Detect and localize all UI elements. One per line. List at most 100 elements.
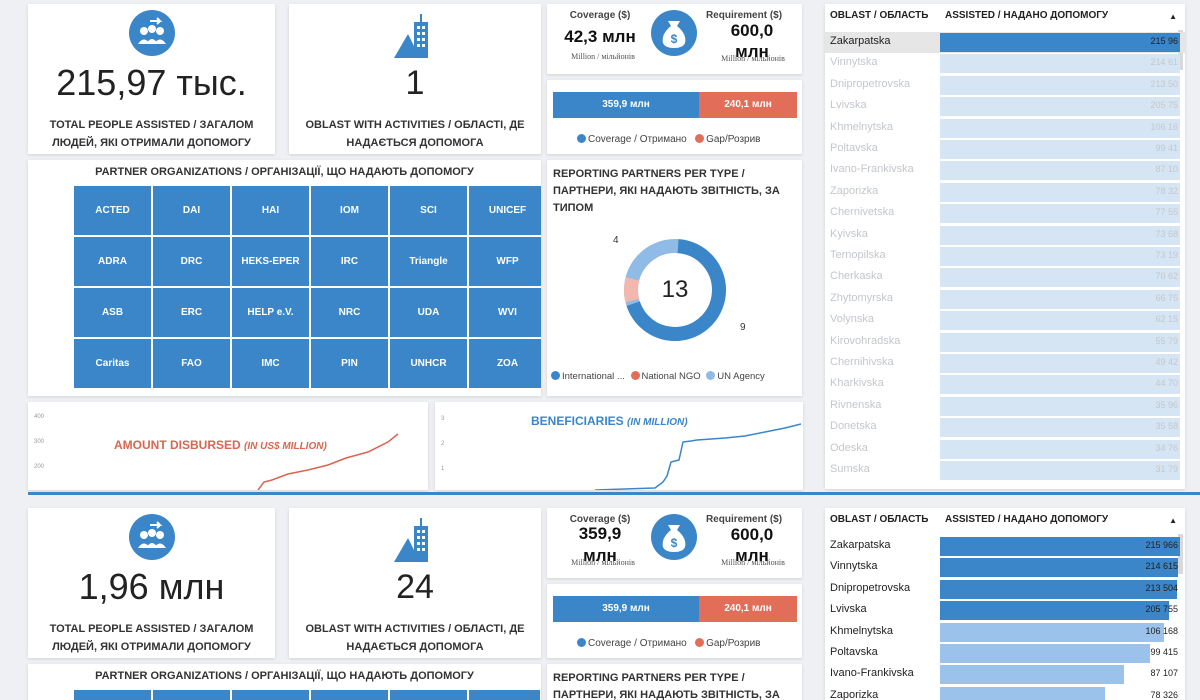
- table-row[interactable]: Ivano-Frankivska 87 10: [825, 160, 1185, 181]
- partner-tile[interactable]: WVI: [469, 288, 541, 337]
- gap-legend-dot: [695, 134, 705, 143]
- sort-arrow-icon[interactable]: ▲: [1169, 516, 1177, 525]
- table-row[interactable]: Volynska 62 15: [825, 310, 1185, 331]
- table-row[interactable]: Ivano-Frankivska 87 107: [825, 664, 1185, 685]
- partners-card: PARTNER ORGANIZATIONS / ОРГАНІЗАЦІЇ, ЩО …: [28, 160, 541, 396]
- table-row[interactable]: Dnipropetrovska 213 50: [825, 75, 1185, 96]
- partners-card-2: PARTNER ORGANIZATIONS / ОРГАНІЗАЦІЇ, ЩО …: [28, 664, 541, 700]
- assisted-value: 215 966: [1145, 540, 1178, 550]
- assisted-bar: [940, 161, 1180, 181]
- assisted-bar: [940, 33, 1180, 52]
- partner-tile[interactable]: HELP e.V.: [232, 288, 309, 337]
- partner-tile[interactable]: Caritas: [74, 339, 151, 388]
- oblast-name: Vinnytska: [830, 560, 878, 573]
- oblast-name: Cherkaska: [830, 270, 883, 283]
- table-row[interactable]: Chernihivska 49 42: [825, 353, 1185, 374]
- oblast-name: Chernivetska: [830, 206, 895, 219]
- funding-covered-bar[interactable]: 359,9 млн: [553, 596, 699, 622]
- table-row[interactable]: Zhytomyrska 66 75: [825, 289, 1185, 310]
- disbursed-tick: 400: [34, 414, 45, 420]
- table-row[interactable]: Cherkaska 70 62: [825, 267, 1185, 288]
- assisted-value: 73 68: [1155, 228, 1178, 239]
- table-row[interactable]: Lvivska 205 755: [825, 600, 1185, 621]
- assisted-value: 215 96: [1150, 36, 1178, 46]
- partner-tile[interactable]: IOM: [311, 186, 388, 235]
- table-row[interactable]: Lvivska 205 75: [825, 96, 1185, 117]
- partner-tile[interactable]: ZOA: [469, 339, 541, 388]
- table-row[interactable]: Poltavska 99 415: [825, 643, 1185, 664]
- assisted-column-header[interactable]: ASSISTED / НАДАНО ДОПОМОГУ: [945, 514, 1109, 525]
- partner-tile[interactable]: HEKS-EPER: [232, 237, 309, 286]
- funding-gap-bar[interactable]: 240,1 млн: [699, 92, 797, 118]
- table-row[interactable]: Khmelnytska 106 16: [825, 118, 1185, 139]
- table-row[interactable]: Zaporizka 78 32: [825, 182, 1185, 203]
- funding-card: Coverage ($) 42,3 млн Million / мільйоні…: [547, 4, 802, 74]
- partner-tile[interactable]: UNHCR: [390, 339, 467, 388]
- table-row[interactable]: Vinnytska 214 61: [825, 53, 1185, 74]
- table-row[interactable]: Sumska 31 79: [825, 460, 1185, 481]
- table-row[interactable]: Kirovohradska 55 79: [825, 332, 1185, 353]
- partner-tile[interactable]: UNICEF: [469, 186, 541, 235]
- table-row[interactable]: Dnipropetrovska 213 504: [825, 579, 1185, 600]
- partner-tile[interactable]: Triangle: [390, 237, 467, 286]
- table-row[interactable]: Zakarpatska 215 96: [825, 32, 1185, 53]
- table-row[interactable]: Kyivska 73 68: [825, 225, 1185, 246]
- oblasts-caption-1: OBLAST WITH ACTIVITIES / ОБЛАСТІ, ДЕ: [305, 119, 525, 131]
- assisted-column-header[interactable]: ASSISTED / НАДАНО ДОПОМОГУ: [945, 10, 1109, 21]
- partner-tile[interactable]: SCI: [390, 186, 467, 235]
- partner-tile[interactable]: ASB: [74, 288, 151, 337]
- partner-tile[interactable]: ADRA: [74, 237, 151, 286]
- assisted-value: 35 96: [1155, 399, 1178, 410]
- beneficiaries-title-text: BENEFICIARIES: [531, 414, 624, 428]
- table-row[interactable]: Odeska 34 76: [825, 439, 1185, 460]
- partner-tile[interactable]: WFP: [469, 237, 541, 286]
- donut-center-value: 13: [661, 276, 689, 303]
- assisted-bar: [940, 686, 1106, 700]
- assisted-value: 49 42: [1155, 357, 1178, 367]
- requirement-sub: Million / мільйонів: [721, 54, 785, 63]
- sort-arrow-icon[interactable]: ▲: [1169, 12, 1177, 21]
- table-row[interactable]: Zakarpatska 215 966: [825, 536, 1185, 557]
- oblast-column-header[interactable]: OBLAST / ОБЛАСТЬ: [830, 10, 929, 21]
- partner-tile[interactable]: UDA: [390, 288, 467, 337]
- funding-covered-bar[interactable]: 359,9 млн: [553, 92, 699, 118]
- reporting-card: REPORTING PARTNERS PER TYPE / ПАРТНЕРИ, …: [547, 160, 802, 396]
- assisted-value: 99 41: [1155, 143, 1178, 153]
- partner-tile[interactable]: IRC: [311, 237, 388, 286]
- table-scrollbar[interactable]: [1178, 534, 1183, 574]
- table-row[interactable]: Chernivetska 77 55: [825, 203, 1185, 224]
- oblast-table-header: OBLAST / ОБЛАСТЬ ASSISTED / НАДАНО ДОПОМ…: [825, 4, 1185, 30]
- oblasts-value: 1: [405, 64, 425, 102]
- table-row[interactable]: Rivnenska 35 96: [825, 396, 1185, 417]
- assisted-bar: [940, 396, 1180, 416]
- partner-tile[interactable]: DRC: [153, 237, 230, 286]
- assisted-bar: [940, 225, 1180, 245]
- table-row[interactable]: Zaporizka 78 326: [825, 686, 1185, 700]
- partner-tile[interactable]: HAI: [232, 186, 309, 235]
- coverage-label: Coverage ($): [569, 10, 631, 21]
- assisted-bar: [940, 118, 1180, 138]
- table-row[interactable]: Ternopilska 73 19: [825, 246, 1185, 267]
- city-icon: [394, 14, 428, 58]
- oblast-column-header[interactable]: OBLAST / ОБЛАСТЬ: [830, 514, 929, 525]
- oblast-name: Rivnenska: [830, 398, 882, 411]
- coverage-sub: Million / мільйонів: [571, 558, 635, 567]
- table-row[interactable]: Khmelnytska 106 168: [825, 622, 1185, 643]
- donut-label-large: 9: [740, 322, 746, 333]
- table-row[interactable]: Kharkivska 44 70: [825, 374, 1185, 395]
- table-row[interactable]: Vinnytska 214 615: [825, 557, 1185, 578]
- partner-tile[interactable]: ACTED: [74, 186, 151, 235]
- partner-tile[interactable]: FAO: [153, 339, 230, 388]
- oblast-name: Kharkivska: [830, 377, 884, 390]
- table-row[interactable]: Donetska 35 58: [825, 417, 1185, 438]
- partner-tile[interactable]: ERC: [153, 288, 230, 337]
- oblast-name: Poltavska: [830, 646, 878, 658]
- partner-tile[interactable]: DAI: [153, 186, 230, 235]
- table-row[interactable]: Poltavska 99 41: [825, 139, 1185, 160]
- partner-tile[interactable]: IMC: [232, 339, 309, 388]
- funding-gap-bar[interactable]: 240,1 млн: [699, 596, 797, 622]
- partner-tile[interactable]: NRC: [311, 288, 388, 337]
- partner-tile[interactable]: PIN: [311, 339, 388, 388]
- money-bag-icon: $: [651, 514, 697, 560]
- requirement-value: 600,0: [730, 21, 774, 40]
